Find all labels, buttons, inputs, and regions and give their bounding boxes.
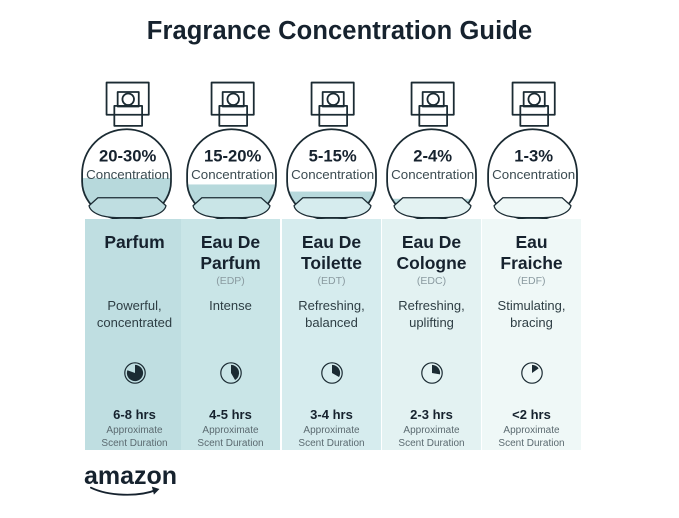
svg-text:Concentration: Concentration xyxy=(492,168,575,183)
svg-text:20-30%: 20-30% xyxy=(99,147,157,166)
svg-text:15-20%: 15-20% xyxy=(204,147,262,166)
svg-text:Concentration: Concentration xyxy=(87,168,170,183)
svg-text:2-4%: 2-4% xyxy=(414,147,453,166)
svg-text:Concentration: Concentration xyxy=(392,168,475,183)
svg-text:5-15%: 5-15% xyxy=(309,147,357,166)
svg-text:1-3%: 1-3% xyxy=(514,147,553,166)
svg-text:Concentration: Concentration xyxy=(191,168,274,183)
svg-text:Concentration: Concentration xyxy=(292,168,375,183)
